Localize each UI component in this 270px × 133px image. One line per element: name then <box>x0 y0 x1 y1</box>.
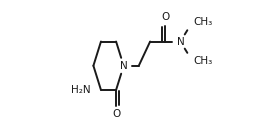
Text: H₂N: H₂N <box>72 85 91 95</box>
Text: O: O <box>161 12 169 22</box>
Text: CH₃: CH₃ <box>193 56 212 66</box>
Text: CH₃: CH₃ <box>193 17 212 27</box>
Text: N: N <box>177 37 184 47</box>
Text: O: O <box>112 109 120 119</box>
Text: N: N <box>120 61 127 71</box>
